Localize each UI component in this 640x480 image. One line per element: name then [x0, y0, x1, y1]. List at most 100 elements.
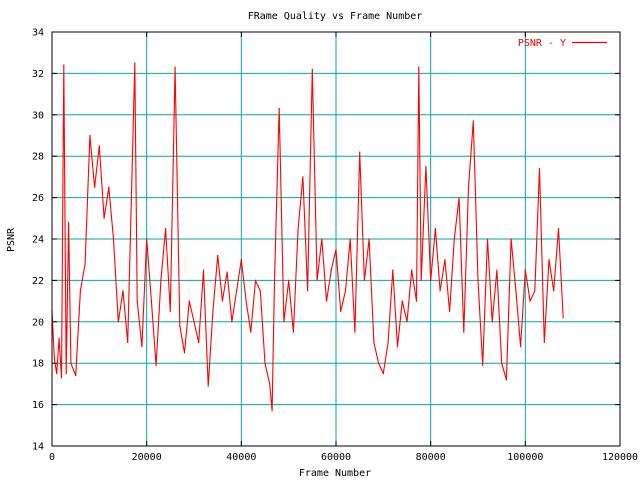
data-point	[117, 321, 119, 323]
data-point	[103, 217, 105, 219]
axis-ticks: 0 20000 40000 60000 80000 100000 120000 14 16 18 2…	[32, 28, 638, 464]
data-point	[288, 279, 290, 281]
data-point	[134, 62, 136, 64]
data-point	[221, 300, 223, 302]
data-point	[330, 269, 332, 271]
data-point	[63, 64, 65, 66]
legend-label-psnr-y: PSNR - Y	[518, 38, 566, 49]
data-point	[420, 279, 422, 281]
data-point	[131, 153, 134, 155]
plot-frame	[51, 31, 621, 447]
data-point	[335, 248, 337, 250]
y-tick-label: 30	[32, 110, 44, 121]
data-point	[486, 238, 489, 240]
data-point	[534, 290, 536, 292]
data-point	[183, 352, 186, 354]
data-point	[482, 364, 484, 366]
data-point	[344, 290, 347, 292]
data-point	[193, 321, 195, 323]
data-point	[396, 346, 399, 348]
data-point	[179, 325, 181, 327]
data-point	[548, 259, 550, 261]
data-point	[444, 259, 446, 261]
data-point	[524, 269, 526, 271]
data-point	[557, 228, 560, 230]
data-point	[477, 279, 479, 281]
legend: PSNR - Y	[518, 38, 607, 49]
data-point	[141, 346, 143, 348]
data-point	[529, 300, 531, 302]
data-point	[89, 134, 91, 137]
data-point	[401, 300, 403, 302]
data-point	[321, 238, 323, 240]
series-line-psnr-y	[51, 62, 564, 412]
data-point	[146, 238, 148, 240]
data-point	[169, 310, 171, 312]
x-tick-label: 60000	[321, 452, 351, 463]
data-point	[240, 259, 242, 261]
data-point	[439, 290, 441, 292]
data-point	[53, 358, 56, 360]
y-axis-label: PSNR	[6, 227, 17, 252]
data-point	[453, 238, 455, 240]
data-point	[496, 269, 498, 271]
data-point	[231, 321, 233, 323]
y-tick-label: 14	[32, 442, 44, 453]
data-point	[411, 269, 413, 271]
data-point	[75, 375, 77, 377]
data-point	[207, 385, 209, 387]
data-point	[70, 362, 72, 364]
data-point	[254, 279, 257, 281]
data-point	[467, 186, 470, 188]
data-point	[562, 317, 564, 319]
data-point	[491, 321, 493, 323]
y-tick-label: 32	[32, 69, 44, 80]
data-point	[271, 410, 273, 412]
data-point	[112, 238, 115, 240]
data-point	[165, 228, 167, 230]
data-point	[387, 341, 389, 344]
data-point	[325, 300, 328, 302]
data-point	[316, 279, 318, 281]
series-lines	[51, 62, 564, 412]
y-tick-label: 24	[32, 235, 44, 246]
data-point	[458, 197, 460, 199]
data-point	[174, 66, 176, 68]
data-point	[278, 108, 280, 110]
data-point	[68, 221, 70, 223]
data-point	[302, 176, 304, 178]
data-point	[245, 300, 247, 302]
x-tick-label: 40000	[226, 452, 256, 463]
data-point	[553, 290, 555, 292]
data-point	[188, 300, 190, 302]
data-point	[297, 228, 299, 230]
x-axis-label: Frame Number	[299, 468, 371, 479]
data-point	[472, 120, 474, 122]
data-point	[368, 238, 370, 240]
data-point	[155, 364, 157, 366]
data-point	[108, 186, 110, 188]
data-point	[373, 341, 375, 344]
y-tick-label: 20	[32, 317, 44, 328]
data-point	[259, 290, 261, 292]
data-point	[354, 331, 356, 333]
y-tick-label: 16	[32, 400, 44, 411]
data-point	[236, 290, 238, 292]
data-point	[430, 279, 432, 281]
data-point	[543, 341, 545, 344]
grid-lines	[52, 32, 620, 446]
data-point	[520, 346, 522, 348]
data-point	[292, 331, 294, 333]
data-point	[463, 331, 465, 333]
y-tick-label: 22	[32, 276, 44, 287]
data-point	[359, 151, 361, 153]
data-point	[307, 290, 309, 292]
data-point	[273, 279, 276, 281]
data-point	[269, 383, 271, 385]
data-point	[250, 331, 252, 333]
data-point	[434, 228, 436, 230]
x-tick-label: 0	[49, 452, 55, 463]
data-point	[311, 68, 313, 70]
x-tick-label: 120000	[602, 452, 638, 463]
